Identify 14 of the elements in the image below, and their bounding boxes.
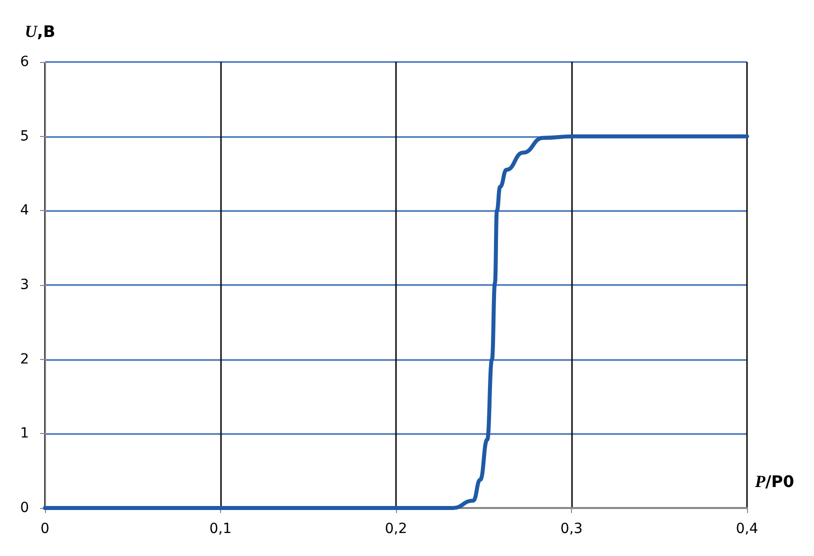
y-axis-title: U,B [24,22,56,41]
y-tick-label: 3 [20,277,29,293]
x-tick-label: 0,4 [736,521,758,537]
x-axis-title: P/P0 [754,472,794,491]
y-tick-label: 1 [20,426,29,442]
y-tick-label: 2 [20,351,29,368]
y-tick-label: 4 [20,202,30,219]
x-tick-label: 0,2 [384,521,408,537]
x-tick-label: 0,3 [560,521,583,537]
x-tick-label: 0,1 [209,521,232,537]
y-tick-label: 0 [20,500,29,516]
y-tick-label: 5 [20,128,29,144]
y-tick-label: 6 [20,54,30,70]
x-tick-label: 0 [40,521,50,537]
